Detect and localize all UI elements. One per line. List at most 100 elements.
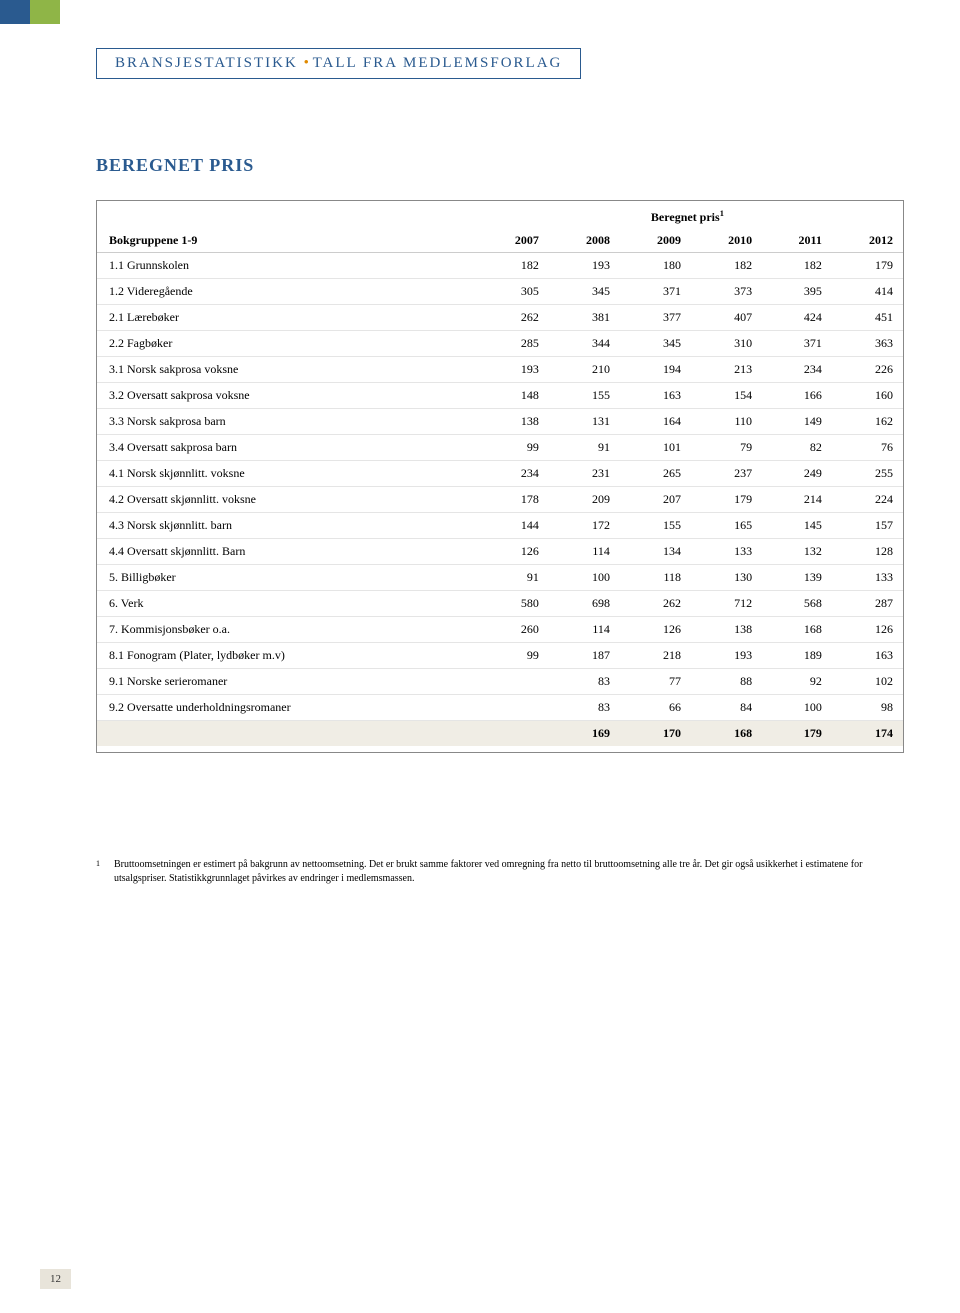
cell-value: 76	[832, 435, 903, 461]
cell-value: 698	[549, 591, 620, 617]
cell-value: 180	[620, 253, 691, 279]
cell-value: 138	[691, 617, 762, 643]
cell-value	[478, 669, 549, 695]
footnote: 1 Bruttoomsetningen er estimert på bakgr…	[96, 858, 904, 886]
cell-value: 83	[549, 669, 620, 695]
table-row: 5. Billigbøker91100118130139133	[97, 565, 903, 591]
cell-value: 407	[691, 305, 762, 331]
cell-value: 182	[478, 253, 549, 279]
cell-value: 148	[478, 383, 549, 409]
table-row: 9.1 Norske serieromaner83778892102	[97, 669, 903, 695]
cell-value: 82	[762, 435, 832, 461]
cell-value: 209	[549, 487, 620, 513]
table-row: 4.2 Oversatt skjønnlitt. voksne178209207…	[97, 487, 903, 513]
cell-value: 424	[762, 305, 832, 331]
cell-value: 210	[549, 357, 620, 383]
cell-value: 193	[549, 253, 620, 279]
cell-value: 163	[832, 643, 903, 669]
cell-value: 133	[832, 565, 903, 591]
total-cell: 170	[620, 721, 691, 747]
cell-value: 83	[549, 695, 620, 721]
table-row: 3.4 Oversatt sakprosa barn9991101798276	[97, 435, 903, 461]
superheader-text: Beregnet pris	[651, 210, 720, 224]
cell-value: 214	[762, 487, 832, 513]
total-cell: 168	[691, 721, 762, 747]
cell-value: 377	[620, 305, 691, 331]
cell-value: 381	[549, 305, 620, 331]
cell-value: 102	[832, 669, 903, 695]
cell-value	[478, 695, 549, 721]
section-title: BEREGNET PRIS	[96, 155, 254, 176]
table-row: 6. Verk580698262712568287	[97, 591, 903, 617]
row-label: 5. Billigbøker	[97, 565, 478, 591]
cell-value: 154	[691, 383, 762, 409]
cell-value: 100	[762, 695, 832, 721]
row-label: 3.1 Norsk sakprosa voksne	[97, 357, 478, 383]
total-label	[97, 721, 478, 747]
cell-value: 187	[549, 643, 620, 669]
cell-value: 194	[620, 357, 691, 383]
cell-value: 145	[762, 513, 832, 539]
cell-value: 234	[478, 461, 549, 487]
cell-value: 130	[691, 565, 762, 591]
cell-value: 568	[762, 591, 832, 617]
col-2010: 2010	[691, 229, 762, 253]
row-label: 4.4 Oversatt skjønnlitt. Barn	[97, 539, 478, 565]
cell-value: 126	[478, 539, 549, 565]
table-superheader-row: Beregnet pris1	[97, 201, 903, 229]
footnote-text: Bruttoomsetningen er estimert på bakgrun…	[114, 858, 904, 886]
cell-value: 126	[620, 617, 691, 643]
cell-value: 179	[832, 253, 903, 279]
cell-value: 262	[620, 591, 691, 617]
row-label: 3.2 Oversatt sakprosa voksne	[97, 383, 478, 409]
table-row: 1.1 Grunnskolen182193180182182179	[97, 253, 903, 279]
row-label: 1.2 Videregående	[97, 279, 478, 305]
cell-value: 114	[549, 617, 620, 643]
cell-value: 310	[691, 331, 762, 357]
cell-value: 305	[478, 279, 549, 305]
cell-value: 373	[691, 279, 762, 305]
spacer-row	[97, 746, 903, 752]
footnote-number: 1	[96, 858, 114, 886]
cell-value: 162	[832, 409, 903, 435]
cell-value: 172	[549, 513, 620, 539]
cell-value: 712	[691, 591, 762, 617]
cell-value: 155	[620, 513, 691, 539]
cell-value: 224	[832, 487, 903, 513]
cell-value: 157	[832, 513, 903, 539]
cell-value: 101	[620, 435, 691, 461]
cell-value: 193	[478, 357, 549, 383]
cell-value: 99	[478, 643, 549, 669]
col-2012: 2012	[832, 229, 903, 253]
table-row: 8.1 Fonogram (Plater, lydbøker m.v)99187…	[97, 643, 903, 669]
cell-value: 371	[620, 279, 691, 305]
cell-value: 451	[832, 305, 903, 331]
cell-value: 249	[762, 461, 832, 487]
cell-value: 139	[762, 565, 832, 591]
row-header-label: Bokgruppene 1-9	[97, 229, 478, 253]
header-left: BRANSJESTATISTIKK	[115, 55, 298, 71]
col-2008: 2008	[549, 229, 620, 253]
cell-value: 213	[691, 357, 762, 383]
row-label: 1.1 Grunnskolen	[97, 253, 478, 279]
cell-value: 166	[762, 383, 832, 409]
cell-value: 345	[549, 279, 620, 305]
cell-value: 138	[478, 409, 549, 435]
cell-value: 66	[620, 695, 691, 721]
cell-value: 345	[620, 331, 691, 357]
bar-segment-blue	[0, 0, 30, 24]
cell-value: 126	[832, 617, 903, 643]
header-right: TALL FRA MEDLEMSFORLAG	[313, 55, 563, 71]
cell-value: 287	[832, 591, 903, 617]
cell-value: 164	[620, 409, 691, 435]
table-row: 3.1 Norsk sakprosa voksne193210194213234…	[97, 357, 903, 383]
row-label: 6. Verk	[97, 591, 478, 617]
total-cell: 179	[762, 721, 832, 747]
cell-value: 114	[549, 539, 620, 565]
col-2007: 2007	[478, 229, 549, 253]
price-table: Beregnet pris1 Bokgruppene 1-9 2007 2008…	[97, 201, 903, 752]
cell-value: 133	[691, 539, 762, 565]
table-row: 3.3 Norsk sakprosa barn13813116411014916…	[97, 409, 903, 435]
row-label: 3.4 Oversatt sakprosa barn	[97, 435, 478, 461]
cell-value: 110	[691, 409, 762, 435]
